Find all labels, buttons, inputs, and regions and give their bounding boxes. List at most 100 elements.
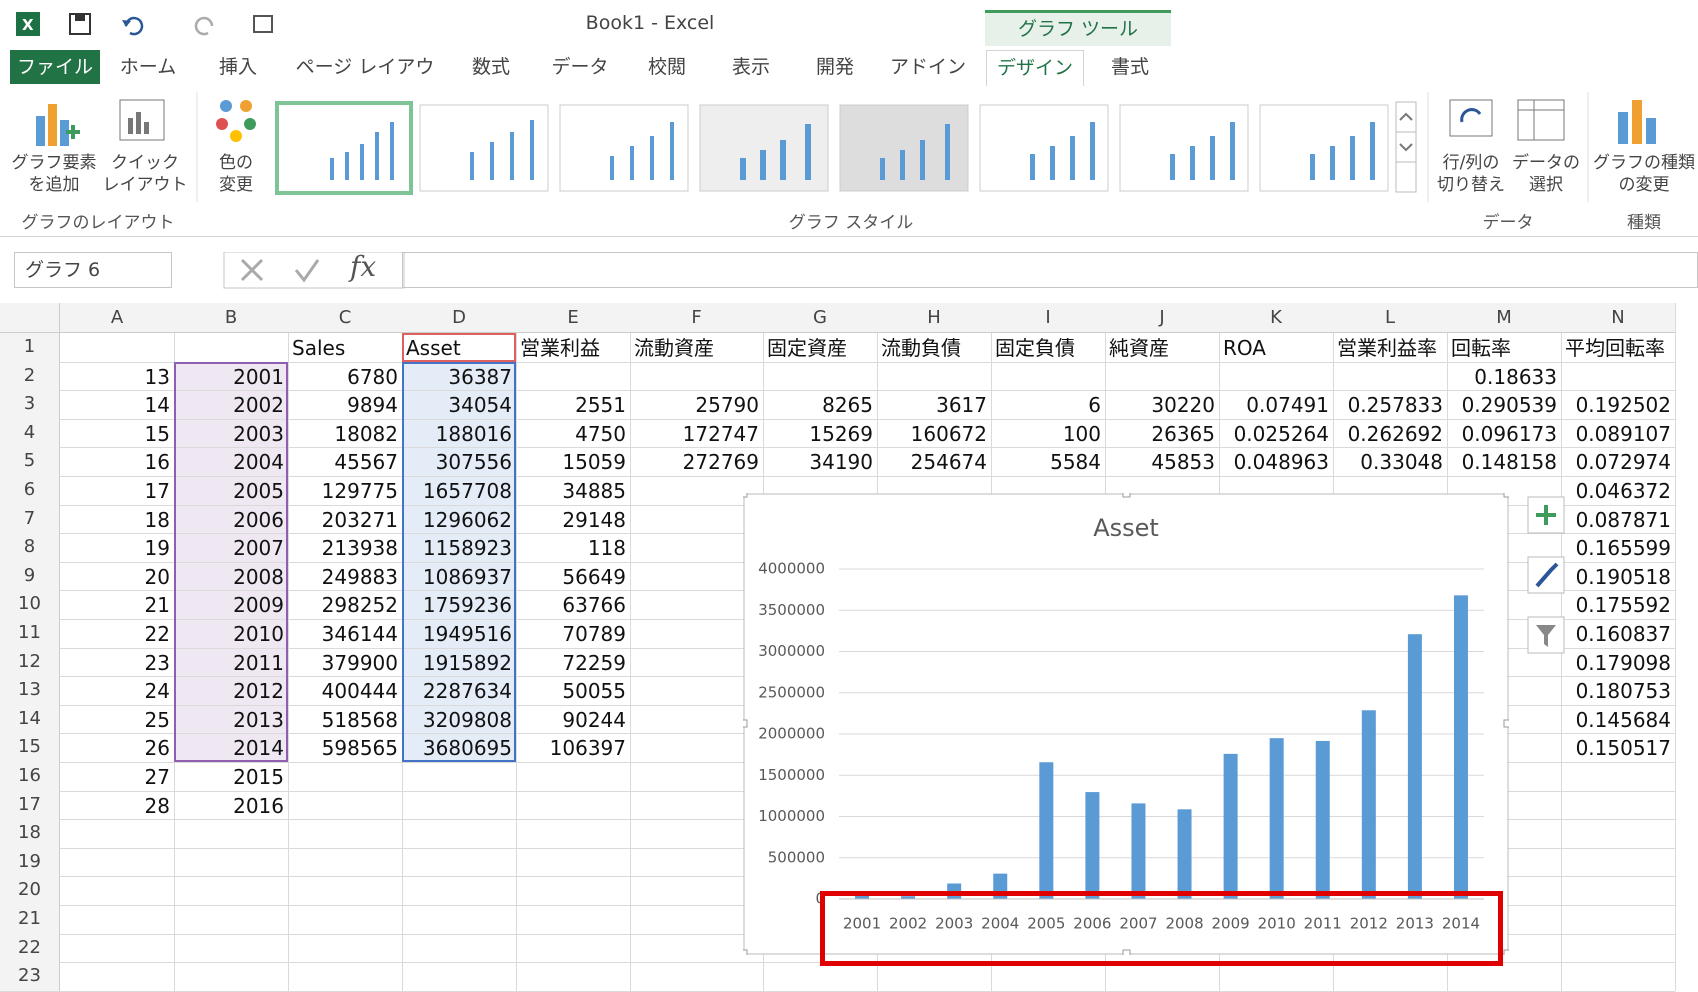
col-line [516, 303, 517, 991]
bar [901, 896, 916, 899]
cell: 0.089107 [1575, 421, 1671, 446]
range-highlight [174, 361, 288, 762]
cell: 3617 [936, 393, 987, 418]
cell: 0.190518 [1575, 564, 1671, 589]
tab-active[interactable]: デザイン [986, 50, 1084, 87]
bar [1177, 809, 1192, 899]
cell: 2287634 [422, 679, 512, 704]
cell: 15269 [809, 421, 873, 446]
tab[interactable]: 表示 [731, 56, 770, 78]
cell: 0.096173 [1461, 421, 1557, 446]
cell: 100 [1062, 421, 1101, 446]
row-header: 4 [0, 418, 60, 448]
row-header: 22 [0, 933, 60, 963]
cell: 1296062 [422, 507, 512, 532]
cell: 2010 [233, 622, 284, 646]
chart[interactable]: Asset 0500000100000015000002000000250000… [743, 493, 1509, 955]
tab[interactable]: 挿入 [218, 56, 257, 78]
resize-handle [743, 949, 748, 955]
bar [1131, 803, 1146, 899]
chart-side-buttons [1527, 496, 1565, 654]
row-header: 11 [0, 619, 60, 648]
cell: 27 [144, 765, 170, 789]
change-colors[interactable]: 色の 変更 [200, 152, 272, 196]
add-chart-element[interactable]: グラフ要素 を追加 [6, 152, 102, 196]
tab[interactable]: データ [551, 56, 609, 78]
row-header: 2 [0, 361, 60, 391]
formula-input[interactable] [402, 252, 1698, 288]
fx-button[interactable]: fx [350, 250, 377, 283]
cell: 254674 [910, 450, 987, 475]
y-tick-label: 3000000 [758, 642, 825, 660]
bar [1039, 762, 1054, 899]
x-tick-label: 2001 [843, 915, 881, 933]
cell: Asset [406, 336, 461, 360]
tab[interactable]: アドイン [889, 56, 966, 78]
cell: 30220 [1151, 393, 1215, 418]
cell: 129775 [321, 479, 398, 503]
x-tick-label: 2005 [1027, 915, 1065, 933]
y-tick-label: 500000 [768, 848, 825, 866]
cell: 14 [144, 393, 170, 418]
select-data[interactable]: データの 選択 [1508, 152, 1584, 196]
x-tick-label: 2013 [1396, 915, 1434, 933]
chart-filter-button[interactable] [1527, 616, 1565, 654]
cell: 25 [144, 707, 170, 732]
tab[interactable]: 校閲 [647, 56, 686, 78]
cell: 249883 [321, 564, 398, 589]
tab[interactable]: ファイル [10, 50, 100, 84]
cell: 0.07491 [1246, 393, 1329, 418]
cell: 24 [144, 679, 170, 704]
cell: 16 [144, 450, 170, 475]
cell: 0.148158 [1461, 450, 1557, 475]
column-header: K [1219, 303, 1333, 333]
resize-handle [743, 719, 748, 728]
row-header: 16 [0, 762, 60, 791]
range-highlight [174, 361, 288, 762]
row-header: 9 [0, 561, 60, 591]
tab[interactable]: 書式 [1110, 56, 1149, 78]
column-header: N [1561, 303, 1675, 333]
bar [1453, 595, 1468, 899]
row-line [0, 476, 1675, 477]
column-header: A [60, 303, 174, 333]
column-header: M [1447, 303, 1561, 333]
row-header: 12 [0, 647, 60, 677]
y-tick-label: 1500000 [758, 766, 825, 784]
quick-layout[interactable]: クイック レイアウト [98, 152, 192, 196]
tab[interactable]: 数式 [471, 56, 510, 78]
row-header: 21 [0, 905, 60, 934]
tab[interactable]: 開発 [815, 56, 854, 78]
cell: 3680695 [422, 736, 512, 761]
cell: 2006 [233, 507, 284, 532]
cell: 6780 [347, 364, 398, 389]
group-label: データ [1482, 213, 1534, 233]
group-label: グラフのレイアウト [21, 213, 175, 233]
label: 切り替え [1437, 175, 1505, 195]
cell: 45853 [1151, 450, 1215, 475]
cell: 29148 [562, 507, 626, 532]
range-highlight [402, 361, 516, 762]
cell: 1759236 [422, 593, 512, 618]
cell: 34885 [562, 479, 626, 503]
cell: 13 [144, 364, 170, 389]
cell: 272769 [682, 450, 759, 475]
corner [0, 303, 60, 333]
cell: 流動負債 [881, 336, 961, 360]
name-box[interactable]: グラフ 6 [14, 252, 172, 288]
cell: 0.33048 [1360, 450, 1443, 475]
bar [1315, 740, 1330, 899]
row-header: 15 [0, 733, 60, 762]
context-tab-group: グラフ ツール [985, 10, 1171, 46]
resize-handle [1503, 949, 1509, 955]
cell: 20 [144, 564, 170, 589]
label: レイアウト [102, 175, 188, 195]
row-line [0, 447, 1675, 449]
switch-row-column[interactable]: 行/列の 切り替え [1430, 152, 1512, 196]
tab[interactable]: ページ レイアウト [295, 56, 435, 112]
change-chart-type[interactable]: グラフの種類 の変更 [1590, 152, 1698, 196]
cell: 0.025264 [1233, 421, 1329, 446]
cell: 流動資産 [634, 336, 714, 360]
cell: 0.18633 [1474, 364, 1557, 389]
tab[interactable]: ホーム [119, 56, 177, 78]
